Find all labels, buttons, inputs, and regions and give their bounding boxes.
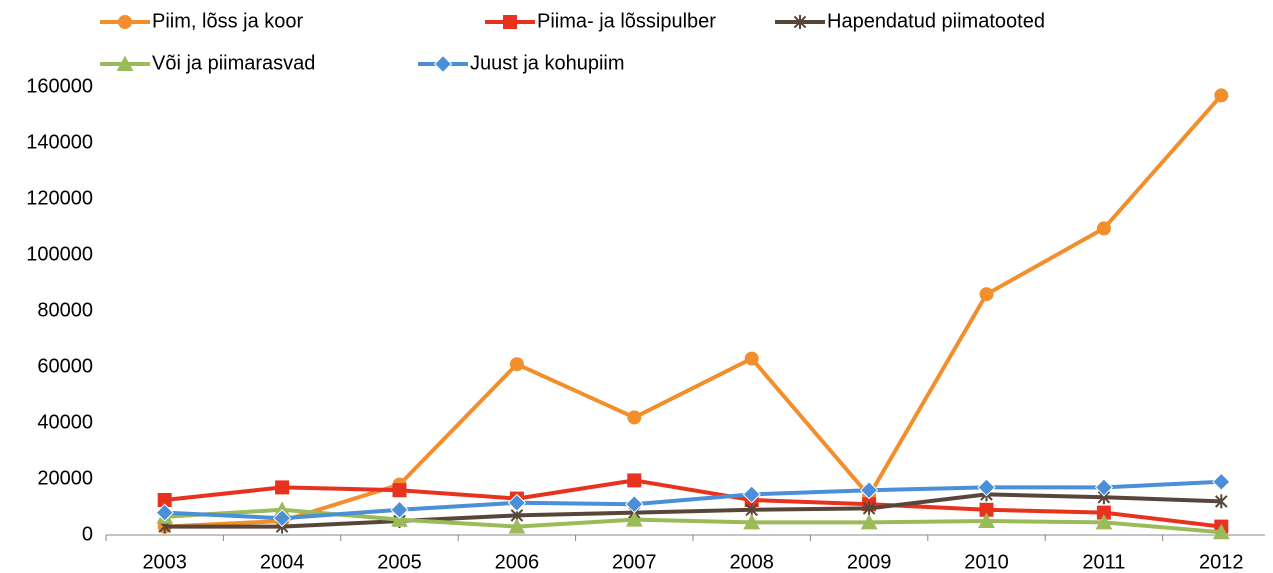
marker bbox=[433, 54, 453, 74]
y-tick-label: 80000 bbox=[37, 299, 93, 321]
marker bbox=[627, 410, 642, 425]
legend-label: Piim, lõss ja koor bbox=[152, 10, 303, 32]
marker bbox=[627, 473, 642, 488]
y-tick-label: 20000 bbox=[37, 467, 93, 489]
x-tick-label: 2004 bbox=[260, 551, 305, 573]
x-tick-label: 2008 bbox=[729, 551, 774, 573]
marker bbox=[390, 500, 409, 519]
x-tick-label: 2009 bbox=[847, 551, 892, 573]
marker bbox=[1096, 221, 1111, 236]
marker bbox=[157, 493, 172, 507]
marker bbox=[1212, 523, 1230, 540]
legend-label: Piima- ja lõssipulber bbox=[537, 10, 716, 32]
y-tick-label: 40000 bbox=[37, 411, 93, 433]
y-tick-label: 60000 bbox=[37, 355, 93, 377]
marker bbox=[978, 512, 995, 528]
marker bbox=[1214, 88, 1229, 103]
marker bbox=[392, 483, 407, 498]
marker bbox=[508, 518, 526, 534]
marker bbox=[625, 495, 644, 514]
marker bbox=[625, 511, 643, 527]
marker bbox=[860, 514, 878, 530]
legend-label: Või ja piimarasvad bbox=[152, 52, 315, 74]
series-line bbox=[164, 479, 1222, 521]
marker bbox=[977, 478, 996, 497]
y-tick-label: 160000 bbox=[26, 75, 93, 97]
marker bbox=[793, 15, 807, 29]
marker bbox=[743, 514, 761, 530]
series-line bbox=[164, 94, 1223, 529]
x-tick-label: 2011 bbox=[1082, 551, 1125, 573]
y-tick-label: 100000 bbox=[26, 243, 93, 265]
marker bbox=[1212, 472, 1231, 491]
y-tick-label: 140000 bbox=[26, 131, 93, 153]
marker bbox=[272, 509, 292, 528]
x-tick-label: 2007 bbox=[612, 551, 657, 573]
marker bbox=[1214, 494, 1228, 509]
marker bbox=[979, 502, 994, 517]
marker bbox=[509, 357, 524, 372]
marker bbox=[744, 351, 759, 366]
marker bbox=[118, 15, 132, 29]
legend-label: Juust ja kohupiim bbox=[470, 52, 625, 74]
marker bbox=[507, 493, 527, 512]
marker bbox=[742, 485, 761, 504]
x-tick-label: 2010 bbox=[964, 551, 1009, 573]
marker bbox=[116, 55, 134, 71]
x-tick-label: 2012 bbox=[1199, 551, 1244, 573]
marker bbox=[1096, 505, 1111, 520]
marker bbox=[859, 481, 879, 500]
x-tick-label: 2005 bbox=[377, 551, 422, 573]
marker bbox=[1095, 514, 1113, 530]
marker bbox=[155, 503, 174, 522]
marker bbox=[1094, 478, 1114, 497]
y-tick-label: 0 bbox=[82, 523, 93, 545]
y-tick-label: 120000 bbox=[26, 187, 93, 209]
x-tick-label: 2003 bbox=[142, 551, 187, 573]
marker bbox=[275, 480, 290, 495]
marker bbox=[503, 15, 517, 29]
series-line bbox=[164, 492, 1222, 529]
marker bbox=[862, 501, 876, 516]
marker bbox=[979, 287, 994, 302]
legend-label: Hapendatud piimatooted bbox=[827, 10, 1045, 32]
series-line bbox=[164, 478, 1222, 529]
x-tick-label: 2006 bbox=[495, 551, 540, 573]
